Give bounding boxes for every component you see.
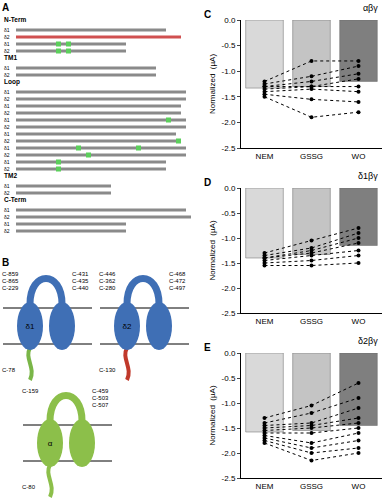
svg-text:C-503: C-503 (92, 395, 109, 401)
svg-text:0.0: 0.0 (224, 349, 236, 358)
svg-text:C-472: C-472 (169, 278, 186, 284)
svg-text:-1.5: -1.5 (222, 424, 236, 433)
svg-text:δ1: δ1 (26, 322, 35, 331)
svg-text:Loop: Loop (4, 78, 20, 86)
svg-text:GSSG: GSSG (300, 482, 323, 491)
svg-text:δ2βγ: δ2βγ (358, 336, 378, 346)
svg-text:C-78: C-78 (2, 367, 16, 373)
svg-text:C-159: C-159 (22, 388, 39, 394)
svg-text:B: B (2, 257, 9, 268)
svg-text:δ1: δ1 (4, 41, 10, 47)
svg-text:δ1: δ1 (4, 103, 10, 109)
svg-text:δ2: δ2 (4, 152, 10, 158)
svg-text:-2.0: -2.0 (222, 118, 236, 127)
svg-text:-1.0: -1.0 (222, 67, 236, 76)
svg-text:-1.5: -1.5 (222, 259, 236, 268)
svg-text:C-431: C-431 (72, 271, 89, 277)
svg-text:δ1: δ1 (4, 183, 10, 189)
svg-text:-1.5: -1.5 (222, 93, 236, 102)
svg-text:-2.5: -2.5 (222, 309, 236, 318)
svg-text:-1.0: -1.0 (222, 234, 236, 243)
svg-text:NEM: NEM (256, 317, 274, 326)
svg-text:δ1βγ: δ1βγ (358, 171, 378, 181)
svg-text:δ1: δ1 (4, 27, 10, 33)
svg-text:δ1: δ1 (4, 117, 10, 123)
svg-text:δ2: δ2 (4, 228, 10, 234)
svg-text:C-Term: C-Term (4, 196, 26, 203)
svg-text:δ2: δ2 (4, 124, 10, 130)
svg-text:δ1: δ1 (4, 65, 10, 71)
svg-text:δ2: δ2 (4, 34, 10, 40)
svg-text:C-865: C-865 (2, 278, 19, 284)
svg-text:δ2: δ2 (4, 190, 10, 196)
svg-text:C-362: C-362 (99, 278, 116, 284)
svg-text:δ1: δ1 (4, 89, 10, 95)
svg-text:Normalized (µA): Normalized (µA) (208, 54, 217, 115)
svg-text:C-280: C-280 (99, 285, 116, 291)
svg-text:WO: WO (352, 152, 366, 161)
svg-text:-1.0: -1.0 (222, 399, 236, 408)
svg-text:TM2: TM2 (4, 172, 17, 179)
svg-text:0.0: 0.0 (224, 16, 236, 25)
svg-text:δ1: δ1 (4, 221, 10, 227)
svg-text:-0.5: -0.5 (222, 209, 236, 218)
svg-text:D: D (204, 177, 211, 188)
svg-text:Normalized (µA): Normalized (µA) (208, 220, 217, 281)
svg-text:δ1: δ1 (4, 207, 10, 213)
svg-text:C-468: C-468 (169, 271, 186, 277)
svg-text:C-80: C-80 (22, 484, 36, 490)
svg-text:Normalized (µA): Normalized (µA) (208, 385, 217, 446)
svg-text:C-440: C-440 (72, 285, 89, 291)
svg-text:δ1: δ1 (4, 159, 10, 165)
svg-text:δ2: δ2 (4, 48, 10, 54)
svg-text:WO: WO (352, 482, 366, 491)
svg-text:C: C (204, 9, 211, 20)
svg-text:δ1: δ1 (4, 145, 10, 151)
svg-text:TM1: TM1 (4, 54, 17, 61)
svg-text:δ1: δ1 (4, 131, 10, 137)
svg-text:N-Term: N-Term (4, 16, 26, 23)
svg-text:GSSG: GSSG (300, 317, 323, 326)
svg-text:C-859: C-859 (2, 271, 19, 277)
svg-text:NEM: NEM (256, 152, 274, 161)
svg-text:GSSG: GSSG (300, 152, 323, 161)
svg-text:δ2: δ2 (123, 322, 132, 331)
svg-text:NEM: NEM (256, 482, 274, 491)
svg-text:A: A (2, 2, 9, 13)
svg-text:-0.5: -0.5 (222, 41, 236, 50)
svg-text:C-435: C-435 (72, 278, 89, 284)
svg-text:C-507: C-507 (92, 402, 109, 408)
svg-text:C-229: C-229 (2, 285, 19, 291)
svg-text:δ2: δ2 (4, 166, 10, 172)
svg-text:WO: WO (352, 317, 366, 326)
svg-text:δ2: δ2 (4, 214, 10, 220)
svg-text:-2.5: -2.5 (222, 144, 236, 153)
svg-text:C-459: C-459 (92, 388, 109, 394)
svg-text:C-446: C-446 (99, 271, 116, 277)
svg-text:-2.5: -2.5 (222, 474, 236, 483)
svg-text:δ2: δ2 (4, 96, 10, 102)
svg-text:E: E (204, 342, 211, 353)
svg-text:-2.0: -2.0 (222, 284, 236, 293)
svg-text:δ2: δ2 (4, 72, 10, 78)
svg-text:C-497: C-497 (169, 285, 186, 291)
svg-text:-2.0: -2.0 (222, 449, 236, 458)
svg-text:δ2: δ2 (4, 138, 10, 144)
svg-text:-0.5: -0.5 (222, 374, 236, 383)
svg-text:α: α (48, 439, 53, 448)
svg-text:αβγ: αβγ (363, 3, 378, 13)
svg-text:C-130: C-130 (99, 367, 116, 373)
svg-text:δ2: δ2 (4, 110, 10, 116)
svg-text:0.0: 0.0 (224, 184, 236, 193)
